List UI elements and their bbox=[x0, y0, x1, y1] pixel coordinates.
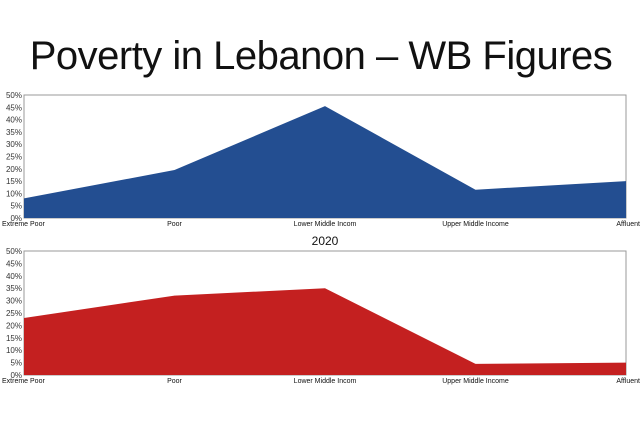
y-tick-label: 40% bbox=[6, 116, 22, 125]
y-tick-label: 15% bbox=[6, 177, 22, 186]
y-tick-label: 30% bbox=[6, 297, 22, 306]
y-tick-label: 30% bbox=[6, 140, 22, 149]
y-tick-label: 5% bbox=[10, 202, 22, 211]
x-tick-label: Upper Middle Income bbox=[442, 221, 509, 228]
x-tick-label: Poor bbox=[167, 378, 182, 385]
x-tick-label: Extreme Poor bbox=[2, 221, 45, 228]
chart-title: 2020 bbox=[312, 234, 339, 248]
page-title: Poverty in Lebanon – WB Figures bbox=[29, 34, 613, 78]
area-series bbox=[24, 106, 626, 218]
y-tick-label: 25% bbox=[6, 309, 22, 318]
y-tick-label: 35% bbox=[6, 284, 22, 293]
y-tick-label: 20% bbox=[6, 165, 22, 174]
x-tick-label: Upper Middle Income bbox=[442, 378, 509, 385]
x-tick-label: Extreme Poor bbox=[2, 378, 45, 385]
y-tick-label: 10% bbox=[6, 346, 22, 355]
y-tick-label: 50% bbox=[6, 247, 22, 256]
y-tick-label: 5% bbox=[10, 359, 22, 368]
chart-2019: 20190%5%10%15%20%25%30%35%40%45%50%Extre… bbox=[2, 91, 640, 228]
y-tick-label: 25% bbox=[6, 153, 22, 162]
y-tick-label: 0% bbox=[10, 214, 22, 223]
y-tick-label: 0% bbox=[10, 371, 22, 380]
x-tick-label: Affluent bbox=[616, 221, 640, 228]
area-series bbox=[24, 288, 626, 375]
y-tick-label: 45% bbox=[6, 259, 22, 268]
y-tick-label: 35% bbox=[6, 128, 22, 137]
y-tick-label: 20% bbox=[6, 321, 22, 330]
x-tick-label: Lower Middle Incom bbox=[294, 221, 357, 228]
y-tick-label: 40% bbox=[6, 272, 22, 281]
y-tick-label: 10% bbox=[6, 189, 22, 198]
y-tick-label: 15% bbox=[6, 334, 22, 343]
chart-2020: 2020 0% 5% 10% 15% 20% 25% 30% 35% 40% 45% 50% Extre… bbox=[2, 234, 640, 385]
x-tick-label: Poor bbox=[167, 221, 182, 228]
x-tick-label: Affluent bbox=[616, 378, 640, 385]
x-tick-label: Lower Middle Incom bbox=[294, 378, 357, 385]
y-tick-label: 50% bbox=[6, 91, 22, 100]
y-tick-label: 45% bbox=[6, 103, 22, 112]
